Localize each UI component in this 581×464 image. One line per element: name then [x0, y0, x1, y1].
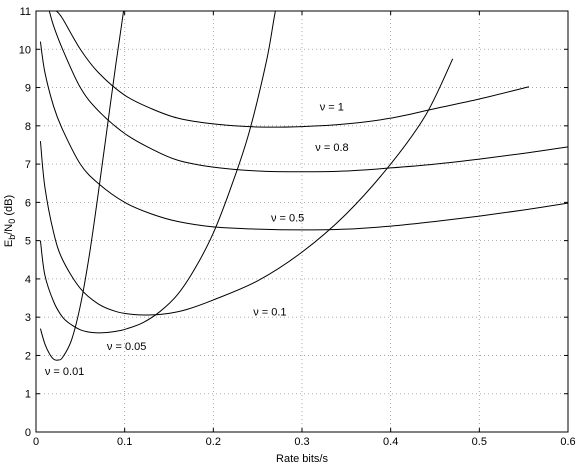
series-line-2: [39, 58, 454, 316]
series-label-1: ν = 0.05: [107, 341, 146, 353]
series-line-4: [48, 11, 568, 173]
svg-text:Eb/N0 (dB): Eb/N0 (dB): [3, 195, 17, 247]
x-tick-label: 0.3: [294, 436, 309, 448]
y-tick-label: 5: [25, 236, 31, 248]
series-label-4: ν = 0.8: [315, 142, 348, 154]
curve-labels: ν = 0.01 ν = 0.05 ν = 0.1 ν = 0.5 ν = 0.8 ν =…: [45, 102, 349, 378]
y-tick-label: 8: [25, 121, 31, 133]
series-line-1: [39, 11, 276, 334]
y-tick-label: 7: [25, 159, 31, 171]
series-line-3: [39, 41, 568, 231]
y-label-b: b: [7, 235, 17, 240]
x-tick-label: 0.6: [560, 436, 575, 448]
y-tick-label: 9: [25, 83, 31, 95]
x-tick-label: 0: [33, 436, 39, 448]
series-label-0: ν = 0.01: [45, 366, 84, 378]
y-tick-label: 0: [25, 427, 31, 439]
y-tick-label: 4: [25, 274, 31, 286]
x-tick-label: 0.4: [383, 436, 398, 448]
series-label-3: ν = 0.5: [271, 213, 304, 225]
y-label-e: E: [3, 240, 15, 247]
series-line-0: [39, 11, 125, 361]
series-label-2: ν = 0.1: [253, 306, 286, 318]
series-label-5: ν = 1: [320, 102, 344, 114]
x-tick-label: 0.1: [117, 436, 132, 448]
y-tick-label: 3: [25, 312, 31, 324]
y-label-zero: 0: [7, 219, 17, 224]
y-tick-label: 11: [20, 6, 31, 18]
y-tick-label: 2: [25, 350, 31, 362]
x-tick-label: 0.2: [206, 436, 221, 448]
y-axis-label: Eb/N0 (dB): [3, 195, 17, 247]
y-label-n: /N: [3, 224, 15, 235]
series-layer: [39, 11, 568, 361]
x-axis: 0 0.1 0.2 0.3 0.4 0.5 0.6: [33, 11, 576, 448]
y-axis: 0 1 2 3 4 5 6 7 8 9 10 11: [19, 6, 568, 439]
y-tick-label: 10: [19, 44, 31, 56]
y-tick-label: 1: [25, 389, 31, 401]
x-tick-label: 0.5: [472, 436, 487, 448]
y-tick-label: 6: [25, 197, 31, 209]
y-label-unit: (dB): [3, 195, 15, 219]
x-axis-label: Rate bits/s: [276, 453, 328, 464]
series-line-5: [56, 11, 530, 128]
